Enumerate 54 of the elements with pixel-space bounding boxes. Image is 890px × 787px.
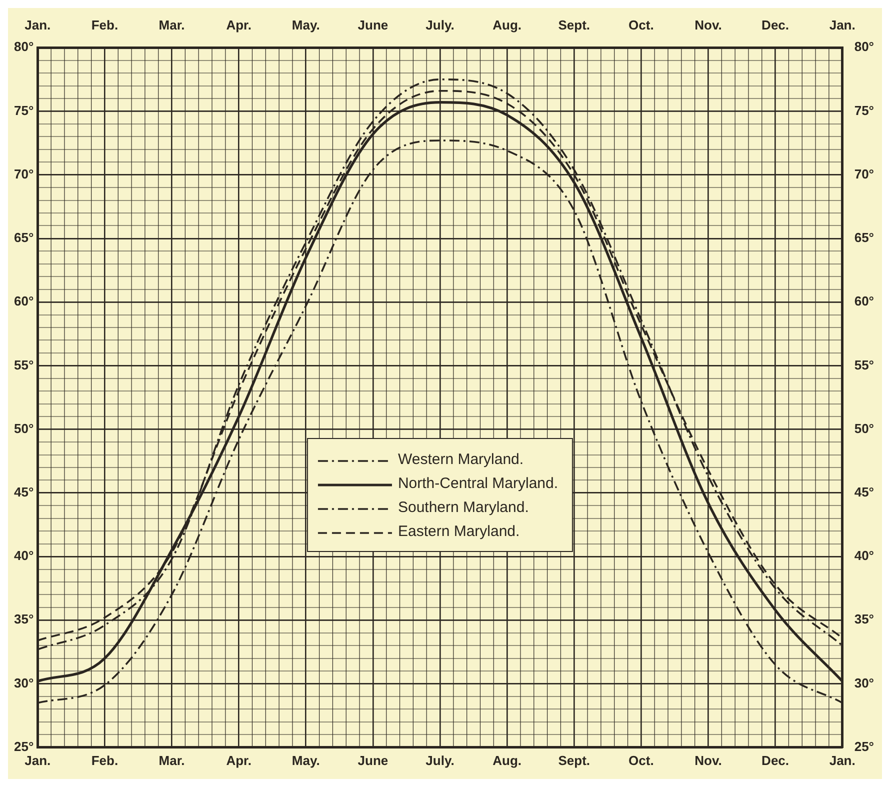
y2-tick-label: 65° — [854, 230, 874, 246]
x-tick-label: Dec. — [762, 752, 790, 768]
category-label: Aug. — [492, 17, 522, 32]
category-label: Jan. — [24, 17, 51, 32]
y-tick-label: 70° — [14, 166, 34, 182]
y-tick-label: 75° — [14, 102, 34, 118]
x-tick-label: Jan. — [829, 752, 856, 768]
category-label: July. — [426, 17, 454, 32]
y-tick-label: 40° — [14, 548, 34, 564]
y-tick-label: 65° — [14, 230, 34, 246]
y-tick-label: 55° — [14, 357, 34, 372]
y2-tick-label: 70° — [854, 166, 874, 182]
y2-tick-label: 55° — [854, 357, 874, 372]
x-tick-label: Sept. — [558, 752, 590, 768]
category-label: Nov. — [694, 17, 722, 32]
y2-tick-label: 35° — [854, 612, 874, 627]
y-tick-label: 50° — [14, 420, 34, 436]
x-tick-label: Nov. — [694, 752, 722, 768]
y2-tick-label: 45° — [854, 484, 874, 500]
x-tick-label: June — [358, 752, 388, 768]
x-tick-label: Apr. — [226, 752, 252, 768]
y-tick-label: 45° — [14, 484, 34, 500]
y2-tick-label: 75° — [854, 102, 874, 118]
y-tick-label: 60° — [14, 294, 34, 309]
category-label: Dec. — [762, 17, 790, 32]
y-tick-label: 25° — [14, 738, 34, 754]
category-label: Mar. — [158, 17, 185, 32]
category-label: Feb. — [91, 17, 118, 32]
x-tick-label: Oct. — [628, 752, 654, 768]
y2-tick-label: 80° — [854, 39, 874, 54]
category-label: June — [358, 17, 388, 32]
category-label: Jan. — [829, 17, 856, 32]
x-tick-label: Mar. — [158, 752, 185, 768]
x-tick-label: Aug. — [492, 752, 522, 768]
y2-tick-label: 50° — [854, 420, 874, 436]
x-tick-label: Jan. — [24, 752, 51, 768]
x-tick-label: May. — [292, 752, 320, 768]
category-label: May. — [292, 17, 320, 32]
category-label: Sept. — [558, 17, 590, 32]
y2-tick-label: 30° — [854, 675, 874, 690]
y2-tick-label: 25° — [854, 738, 874, 754]
legend-label: Western Maryland. — [398, 450, 524, 468]
x-tick-label: July. — [426, 752, 454, 768]
y2-tick-label: 60° — [854, 294, 874, 309]
legend-label: North-Central Maryland. — [398, 474, 558, 492]
legend-label: Southern Maryland. — [398, 498, 529, 516]
x-tick-label: Feb. — [91, 752, 118, 768]
y-tick-label: 30° — [14, 675, 34, 690]
y-tick-label: 35° — [14, 612, 34, 627]
y-tick-label: 80° — [14, 39, 34, 54]
category-label: Oct. — [628, 17, 654, 32]
category-label: Apr. — [226, 17, 252, 32]
y2-tick-label: 40° — [854, 548, 874, 564]
legend-label: Eastern Maryland. — [398, 522, 520, 540]
